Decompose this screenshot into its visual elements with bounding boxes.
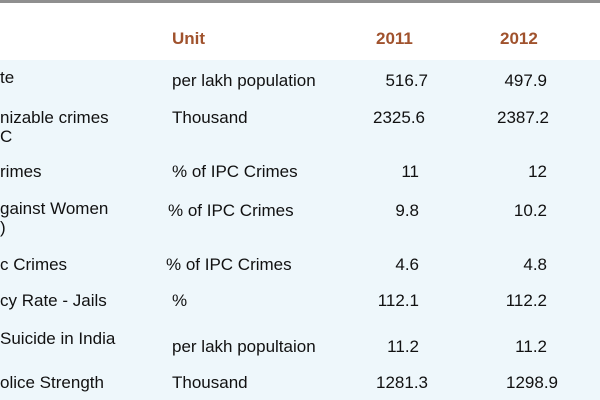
value-2011-cell: 11 [401, 162, 419, 181]
indicator-cell: te [0, 68, 15, 87]
header-year-2012: 2012 [500, 29, 538, 48]
value-2012-cell: 4.8 [523, 255, 547, 274]
table-header: Unit 2011 2012 [0, 3, 600, 60]
indicator-cell: Suicide in India [0, 329, 116, 348]
unit-cell: per lakh popultaion [172, 337, 316, 356]
value-2012-cell: 112.2 [505, 291, 547, 310]
value-2012-cell: 12 [528, 162, 547, 181]
value-2012-cell: 1298.9 [506, 373, 558, 392]
value-2011-cell: 516.7 [385, 71, 428, 90]
unit-cell: % of IPC Crimes [168, 201, 294, 220]
top-border [0, 0, 600, 3]
unit-cell: Thousand [172, 108, 248, 127]
value-2011-cell: 11.2 [387, 337, 419, 356]
indicator-cell: nizable crimes C [0, 108, 109, 146]
indicator-cell: olice Strength [0, 373, 104, 392]
indicator-cell: gainst Women ) [0, 199, 109, 237]
value-2011-cell: 1281.3 [376, 373, 428, 392]
value-2012-cell: 497.9 [504, 71, 547, 90]
header-unit: Unit [172, 29, 206, 48]
unit-cell: % of IPC Crimes [166, 255, 292, 274]
unit-cell: % of IPC Crimes [172, 162, 298, 181]
header-year-2011: 2011 [376, 29, 413, 48]
indicator-cell: c Crimes [0, 255, 68, 274]
table-body: te per lakh population 516.7 497.9 nizab… [0, 60, 600, 400]
unit-cell: per lakh population [172, 71, 316, 90]
indicator-cell: cy Rate - Jails [0, 291, 107, 310]
value-2012-cell: 2387.2 [497, 108, 549, 127]
value-2011-cell: 9.8 [395, 201, 419, 220]
value-2011-cell: 2325.6 [373, 108, 425, 127]
value-2011-cell: 112.1 [377, 291, 419, 310]
unit-cell: Thousand [172, 373, 248, 392]
indicator-cell: rimes [0, 162, 42, 181]
value-2012-cell: 11.2 [515, 337, 547, 356]
unit-cell: % [172, 291, 188, 310]
value-2011-cell: 4.6 [395, 255, 419, 274]
value-2012-cell: 10.2 [513, 201, 547, 220]
